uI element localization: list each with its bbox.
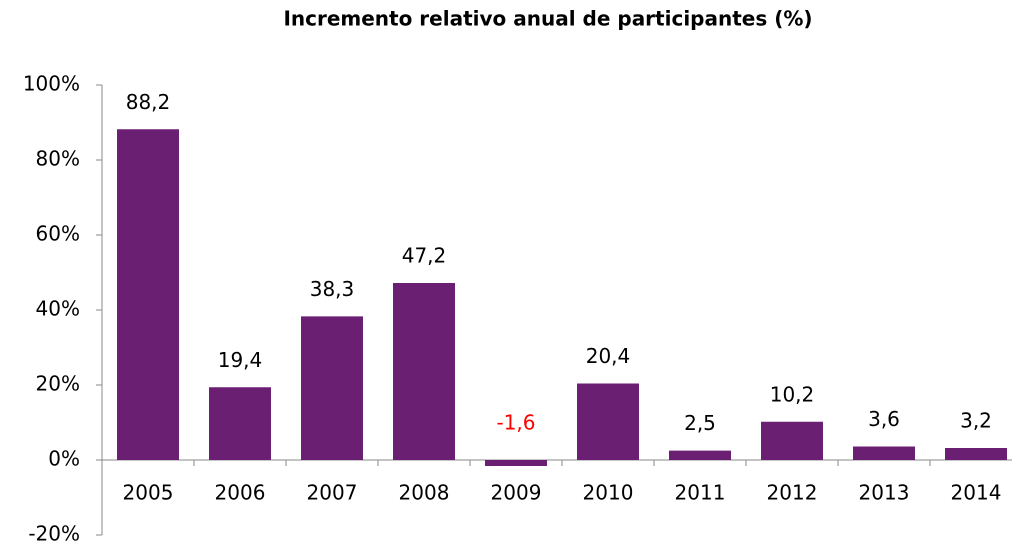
y-tick-label: 40% [36, 297, 80, 321]
x-tick-label: 2005 [123, 481, 174, 505]
x-tick-label: 2014 [951, 481, 1002, 505]
value-label: -1,6 [496, 411, 535, 435]
value-label: 3,2 [960, 409, 992, 433]
value-label: 19,4 [218, 348, 263, 372]
value-label: 88,2 [126, 90, 171, 114]
y-tick-label: 20% [36, 372, 80, 396]
x-tick-label: 2006 [215, 481, 266, 505]
y-tick-label: -20% [28, 522, 80, 546]
bar [209, 387, 271, 460]
bar [577, 383, 639, 460]
value-label: 2,5 [684, 411, 716, 435]
bar [669, 450, 731, 460]
y-tick-label: 60% [36, 222, 80, 246]
value-label: 20,4 [586, 344, 631, 368]
x-tick-label: 2012 [767, 481, 818, 505]
bar [485, 460, 547, 466]
chart-title: Incremento relativo anual de participant… [283, 7, 812, 31]
y-tick-label: 80% [36, 147, 80, 171]
bar [761, 421, 823, 460]
bar [117, 129, 179, 460]
x-tick-label: 2007 [307, 481, 358, 505]
value-label: 47,2 [402, 244, 447, 268]
y-tick-label: 0% [48, 447, 80, 471]
y-tick-label: 100% [23, 72, 80, 96]
x-tick-label: 2008 [399, 481, 450, 505]
value-label: 38,3 [310, 277, 355, 301]
x-tick-label: 2010 [583, 481, 634, 505]
x-tick-label: 2011 [675, 481, 726, 505]
bar [945, 448, 1007, 460]
value-label: 10,2 [770, 382, 815, 406]
bar [393, 283, 455, 460]
x-tick-label: 2013 [859, 481, 910, 505]
x-tick-label: 2009 [491, 481, 542, 505]
bar [853, 446, 915, 460]
bar [301, 316, 363, 460]
value-label: 3,6 [868, 407, 900, 431]
